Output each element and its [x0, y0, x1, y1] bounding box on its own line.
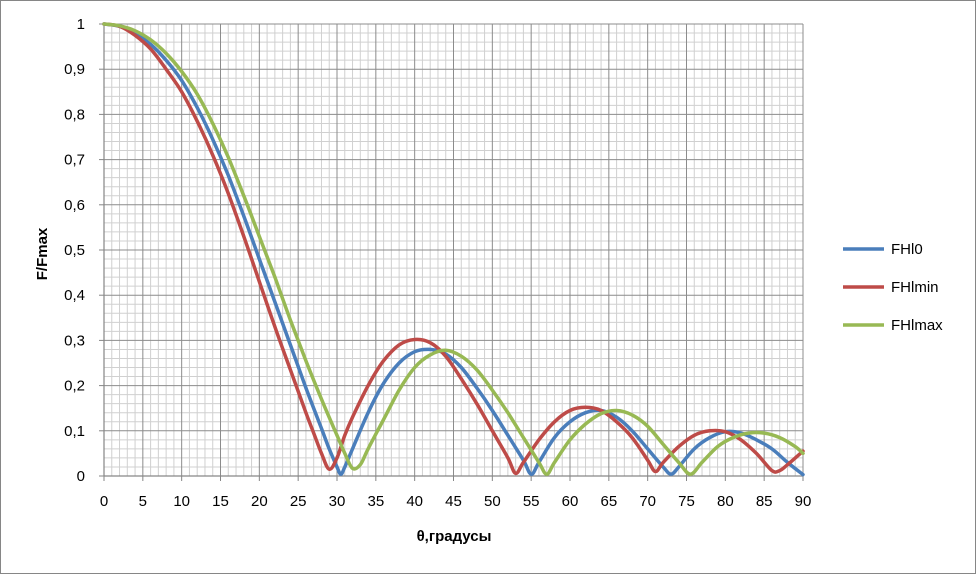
- x-tick-label: 5: [139, 493, 147, 510]
- x-tick-label: 55: [523, 493, 540, 510]
- x-tick-label: 75: [678, 493, 695, 510]
- legend-label-fhl0: FHl0: [891, 241, 923, 258]
- y-tick-label: 0,3: [64, 332, 85, 349]
- x-tick-label: 65: [600, 493, 617, 510]
- x-tick-label: 25: [290, 493, 307, 510]
- major-grid: [103, 23, 804, 477]
- x-tick-label: 30: [329, 493, 346, 510]
- x-tick-label: 40: [406, 493, 423, 510]
- x-axis-title: θ,градусы: [417, 528, 492, 545]
- x-tick-label: 45: [445, 493, 462, 510]
- y-tick-label: 0,2: [64, 378, 85, 395]
- x-tick-label: 90: [795, 493, 812, 510]
- x-tick-label: 60: [562, 493, 579, 510]
- series-lines: [102, 22, 805, 477]
- y-tick-label: 0,5: [64, 242, 85, 259]
- y-tick-label: 1: [77, 16, 85, 33]
- series-line-fhlmin: [102, 22, 805, 476]
- x-tick-label: 85: [756, 493, 773, 510]
- y-tick-label: 0,4: [64, 287, 85, 304]
- y-tick-label: 0,7: [64, 152, 85, 169]
- x-tick-label: 50: [484, 493, 501, 510]
- y-tick-label: 0,6: [64, 197, 85, 214]
- x-tick-label: 0: [100, 493, 108, 510]
- y-tick-label: 0,9: [64, 61, 85, 78]
- x-tick-labels: 0 5 10 15 20 25 30 35 40 45 50 55 60 65 70 75 80 85 90: [100, 493, 812, 510]
- y-tick-labels: 0 0,1 0,2 0,3 0,4 0,5 0,6 0,7 0,8 0,9 1: [64, 16, 85, 485]
- y-tick-label: 0,1: [64, 423, 85, 440]
- x-tick-label: 10: [173, 493, 190, 510]
- legend: FHl0 FHlmin FHlmax: [843, 241, 943, 334]
- y-tick-label: 0,8: [64, 106, 85, 123]
- x-tick-label: 80: [717, 493, 734, 510]
- x-tick-label: 70: [639, 493, 656, 510]
- axes: [99, 23, 804, 481]
- x-tick-label: 20: [251, 493, 268, 510]
- x-tick-label: 35: [367, 493, 384, 510]
- legend-label-fhlmin: FHlmin: [891, 279, 939, 296]
- legend-label-fhlmax: FHlmax: [891, 317, 943, 334]
- series-line-fhlmax: [102, 22, 805, 476]
- y-tick-label: 0: [77, 468, 85, 485]
- y-axis-title: F/Fmax: [34, 227, 51, 280]
- x-tick-label: 15: [212, 493, 229, 510]
